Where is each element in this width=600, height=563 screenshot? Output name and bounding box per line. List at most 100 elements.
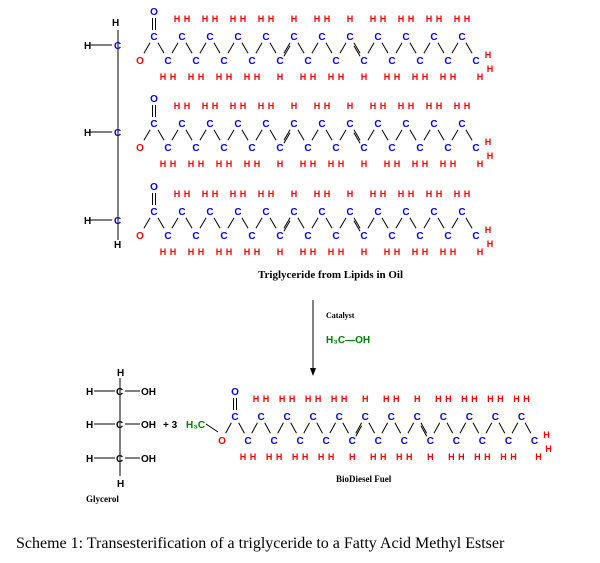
- chain-bond: [446, 422, 454, 434]
- chain-bond: [283, 42, 291, 54]
- chain-carbon: C: [206, 207, 213, 218]
- glycerol-h-bottom: H: [117, 479, 124, 490]
- chain-bond: [171, 129, 179, 141]
- chain-carbon: C: [290, 207, 297, 218]
- methyl-group: H₃C: [186, 420, 219, 433]
- chain-hydrogen: H: [324, 14, 331, 24]
- chain-hydrogen: H: [254, 159, 261, 169]
- chain-carbon: C: [220, 231, 227, 242]
- chain-hydrogen: H: [216, 247, 223, 257]
- chain-bond: [381, 217, 389, 229]
- chain-carbon: C: [262, 207, 269, 218]
- chain-bond: [311, 42, 319, 54]
- chain-bond: [353, 217, 361, 229]
- chain-bond: [143, 217, 151, 229]
- chain-bond: [394, 422, 402, 434]
- chain-hydrogen: H: [258, 189, 265, 199]
- chain-hydrogen: H: [300, 247, 307, 257]
- chain-hydrogen: H: [184, 101, 191, 111]
- chain-hydrogen: H: [412, 159, 419, 169]
- chain-carbon: C: [310, 412, 317, 423]
- chain-carbon: C: [270, 436, 277, 447]
- backbone-h-3: H: [84, 216, 91, 227]
- chain-hydrogen: H: [198, 159, 205, 169]
- chain-hydrogen: H: [254, 72, 261, 82]
- chain-bond: [143, 42, 151, 54]
- chain-carbon: C: [362, 412, 369, 423]
- chain-hydrogen: H: [289, 394, 296, 404]
- chain-carbon: C: [402, 119, 409, 130]
- chain-bond: [297, 129, 305, 141]
- chain-hydrogen: H: [328, 159, 335, 169]
- chain-hydrogen: H: [244, 247, 251, 257]
- chain-hydrogen: H: [226, 159, 233, 169]
- chain-bond: [143, 129, 151, 141]
- chain-hydrogen: H: [380, 452, 387, 462]
- chain-hydrogen: H: [258, 101, 265, 111]
- chain-carbon: C: [304, 56, 311, 67]
- chain-hydrogen: H: [292, 452, 299, 462]
- chain-bond: [227, 129, 235, 141]
- chain-bond: [199, 217, 207, 229]
- chain-hydrogen: H: [174, 14, 181, 24]
- chain-bond: [329, 422, 336, 434]
- chain-bond: [325, 129, 333, 141]
- chain-hydrogen: H: [450, 159, 457, 169]
- chain-hydrogen: H: [448, 452, 455, 462]
- chain-bond: [498, 422, 506, 434]
- glycerol-h-1: H: [86, 387, 93, 398]
- chain-carbon: C: [444, 56, 451, 67]
- chain-carbon: C: [531, 436, 538, 447]
- chain-bond: [423, 129, 431, 141]
- chain-carbon: C: [262, 119, 269, 130]
- double-bond-line: [283, 132, 291, 144]
- chain-bond: [325, 217, 333, 229]
- chain-bond: [437, 42, 445, 54]
- chain-bond: [225, 422, 232, 434]
- chain-bond: [297, 42, 305, 54]
- chain-bond: [157, 42, 165, 54]
- chain-carbon: C: [178, 32, 185, 43]
- ester-oxygen: O: [136, 56, 144, 67]
- backbone-c-2: C: [114, 128, 121, 139]
- chain-carbon: C: [505, 436, 512, 447]
- chain-carbon: C: [374, 207, 381, 218]
- chain-bond: [303, 422, 310, 434]
- chain-hydrogen: H: [474, 452, 481, 462]
- chain-carbon: C: [244, 436, 251, 447]
- chain-bond: [199, 42, 207, 54]
- chain-hydrogen: H: [408, 189, 415, 199]
- chain-carbon: C: [318, 119, 325, 130]
- chain-hydrogen: H: [383, 394, 390, 404]
- chain-carbon: C: [458, 119, 465, 130]
- chain-hydrogen: H: [500, 452, 507, 462]
- methanol-label: H₃C—OH: [326, 335, 370, 346]
- chain-hydrogen: H: [160, 247, 167, 257]
- chain-hydrogen: H: [347, 189, 354, 199]
- carbonyl-carbon: C: [150, 207, 157, 218]
- chain-hydrogen: H: [394, 247, 401, 257]
- chain-hydrogen: H: [244, 72, 251, 82]
- chain-carbon: C: [401, 436, 408, 447]
- chain-carbon: C: [444, 143, 451, 154]
- triglyceride-backbone: [90, 30, 119, 240]
- chain-bond: [423, 42, 431, 54]
- double-bond-line: [283, 45, 291, 57]
- glycerol-c-2: C: [116, 420, 123, 431]
- backbone-h-1: H: [84, 41, 91, 52]
- chain-carbon: C: [388, 143, 395, 154]
- chain-bond: [269, 217, 277, 229]
- backbone-c-3: C: [114, 216, 121, 227]
- chain-hydrogen: H: [361, 72, 368, 82]
- chain-hydrogen: H: [240, 101, 247, 111]
- chain-carbon: C: [402, 207, 409, 218]
- double-bond-line: [353, 132, 361, 144]
- chain-bond: [368, 422, 376, 434]
- plus-three: + 3: [163, 420, 178, 431]
- chain-bond: [269, 42, 277, 54]
- chain-bond: [353, 42, 361, 54]
- chain-bond: [451, 217, 459, 229]
- chain-hydrogen: H: [253, 394, 260, 404]
- chain-carbon: C: [453, 436, 460, 447]
